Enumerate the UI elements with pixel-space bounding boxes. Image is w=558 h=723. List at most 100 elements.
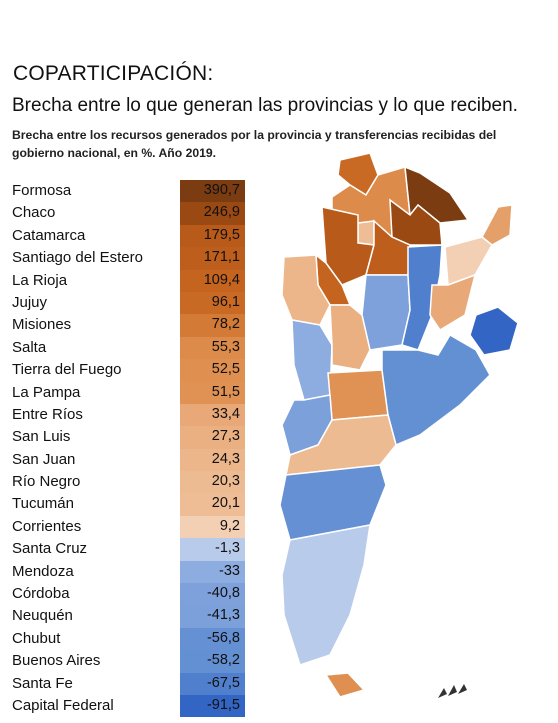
value-label: 171,1 bbox=[203, 249, 240, 266]
map-province-santa-cruz bbox=[281, 524, 371, 666]
value-label: 109,4 bbox=[203, 271, 240, 288]
value-cell: 246,9 bbox=[180, 202, 245, 225]
value-cell: 9,2 bbox=[180, 515, 245, 539]
map-province-mendoza bbox=[291, 319, 333, 401]
table-row: San Luis 27,3 bbox=[0, 426, 250, 449]
value-cell: -41,3 bbox=[180, 605, 245, 628]
province-name: Chubut bbox=[12, 629, 61, 647]
province-name: Misiones bbox=[12, 316, 72, 334]
value-cell: -1,3 bbox=[180, 538, 245, 561]
value-cell: 52,5 bbox=[180, 359, 245, 382]
value-label: 24,3 bbox=[211, 450, 240, 467]
province-name: Catamarca bbox=[12, 226, 86, 244]
province-name: Tucumán bbox=[12, 495, 74, 513]
map-malvinas bbox=[469, 306, 519, 356]
map-province-san-juan bbox=[281, 254, 331, 326]
value-cell: -58,2 bbox=[180, 650, 245, 673]
province-name: Santa Fe bbox=[12, 674, 73, 692]
province-name: Santiago del Estero bbox=[12, 249, 143, 267]
province-name: Formosa bbox=[12, 182, 72, 199]
value-cell: 179,5 bbox=[180, 224, 245, 248]
map-province-misiones bbox=[481, 204, 513, 246]
birds-icon bbox=[438, 684, 467, 698]
table-row: Tucumán 20,1 bbox=[0, 493, 250, 516]
table-row: Formosa 390,7 bbox=[0, 180, 250, 203]
map-province-corrientes bbox=[444, 236, 493, 287]
map-province-san-luis bbox=[329, 304, 371, 371]
province-name: Entre Ríos bbox=[12, 405, 83, 423]
value-cell: 20,1 bbox=[180, 493, 245, 516]
value-cell: 109,4 bbox=[180, 269, 245, 292]
value-cell: 171,1 bbox=[180, 247, 245, 270]
value-cell: 33,4 bbox=[180, 403, 245, 427]
province-name: San Juan bbox=[12, 450, 76, 468]
value-label: 78,2 bbox=[211, 316, 240, 333]
table-row: Neuquén -41,3 bbox=[0, 605, 250, 628]
province-name: San Luis bbox=[12, 428, 71, 446]
table-row: Córdoba -40,8 bbox=[0, 583, 250, 606]
value-label: 96,1 bbox=[211, 293, 240, 310]
table-row: Chaco 246,9 bbox=[0, 202, 250, 225]
table-row: Río Negro 20,3 bbox=[0, 471, 250, 494]
province-name: Córdoba bbox=[12, 585, 70, 603]
table-row: Jujuy 96,1 bbox=[0, 291, 250, 315]
province-name: Río Negro bbox=[12, 473, 81, 491]
province-name: Mendoza bbox=[12, 562, 74, 580]
value-label: -56,8 bbox=[206, 629, 240, 646]
value-cell: 390,7 bbox=[180, 180, 245, 203]
value-label: -41,3 bbox=[206, 607, 240, 624]
value-cell: -67,5 bbox=[180, 672, 245, 695]
table-row: La Pampa 51,5 bbox=[0, 381, 250, 404]
table-row: San Juan 24,3 bbox=[0, 448, 250, 472]
map-province-tucuman bbox=[357, 220, 375, 246]
value-label: -40,8 bbox=[206, 585, 240, 602]
province-name: Tierra del Fuego bbox=[12, 361, 122, 379]
table-row: Salta 55,3 bbox=[0, 336, 250, 360]
value-cell: -40,8 bbox=[180, 583, 245, 606]
value-label: -33 bbox=[219, 562, 240, 579]
value-cell: 78,2 bbox=[180, 314, 245, 337]
value-label: -91,5 bbox=[206, 696, 240, 713]
province-name: Santa Cruz bbox=[12, 540, 88, 558]
province-name: La Pampa bbox=[12, 383, 81, 401]
value-label: 246,9 bbox=[203, 204, 240, 221]
table-row: Tierra del Fuego 52,5 bbox=[0, 359, 250, 382]
province-name: Chaco bbox=[12, 204, 56, 222]
map-province-rio-negro bbox=[285, 414, 397, 476]
value-label: 51,5 bbox=[211, 383, 240, 400]
value-label: -58,2 bbox=[206, 652, 240, 669]
value-label: -67,5 bbox=[206, 674, 240, 691]
value-label: 179,5 bbox=[203, 226, 240, 243]
table-row: Entre Ríos 33,4 bbox=[0, 403, 250, 427]
province-name: Corrientes bbox=[12, 517, 82, 535]
value-cell: 24,3 bbox=[180, 448, 245, 472]
table-row: Corrientes 9,2 bbox=[0, 515, 250, 539]
value-label: 20,3 bbox=[211, 473, 240, 490]
value-label: 9,2 bbox=[219, 517, 240, 534]
map-province-buenos-aires bbox=[381, 333, 491, 447]
province-table: Formosa 390,7 Chaco 246,9 Catamarca 179,5 Sant… bbox=[0, 180, 250, 718]
table-row: Santiago del Estero 171,1 bbox=[0, 247, 250, 270]
table-row: Santa Fe -67,5 bbox=[0, 672, 250, 695]
value-cell: 51,5 bbox=[180, 381, 245, 404]
value-label: 27,3 bbox=[211, 428, 240, 445]
page-title: COPARTICIPACIÓN: bbox=[13, 62, 214, 85]
argentina-map bbox=[279, 152, 519, 698]
table-row: La Rioja 109,4 bbox=[0, 269, 250, 292]
value-label: 390,7 bbox=[203, 182, 240, 198]
value-cell: 96,1 bbox=[180, 291, 245, 315]
value-cell: 27,3 bbox=[180, 426, 245, 449]
map-province-la-pampa bbox=[327, 369, 389, 421]
value-label: 33,4 bbox=[211, 405, 240, 422]
table-row: Chubut -56,8 bbox=[0, 627, 250, 651]
value-cell: -91,5 bbox=[180, 694, 245, 718]
province-name: Salta bbox=[12, 338, 47, 356]
province-name: Buenos Aires bbox=[12, 652, 101, 670]
table-row: Misiones 78,2 bbox=[0, 314, 250, 337]
province-name: Jujuy bbox=[12, 293, 48, 311]
province-name: La Rioja bbox=[12, 271, 68, 289]
page-subtitle: Brecha entre lo que generan las provinci… bbox=[12, 95, 518, 116]
map-province-entre-rios bbox=[429, 273, 477, 332]
value-label: -1,3 bbox=[215, 540, 240, 557]
value-cell: -56,8 bbox=[180, 627, 245, 651]
